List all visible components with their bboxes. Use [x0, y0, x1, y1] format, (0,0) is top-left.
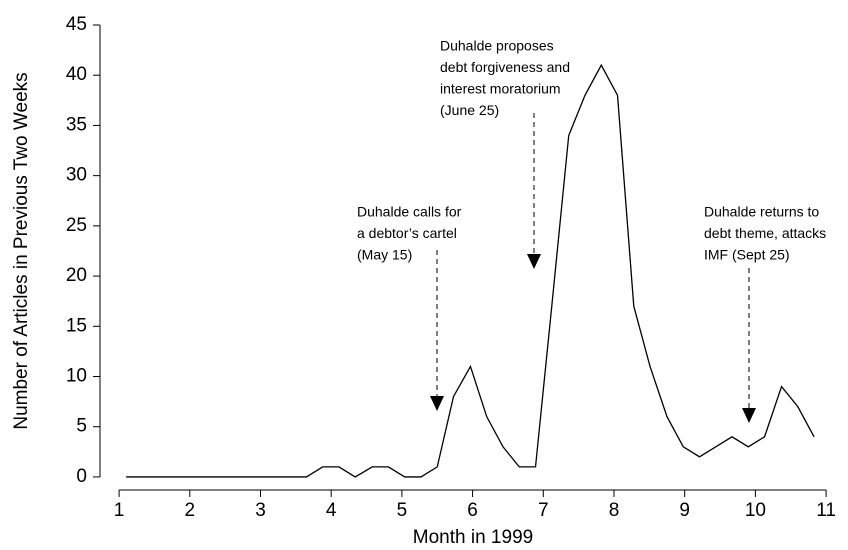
annotation: debt forgiveness and: [440, 59, 570, 75]
annotation: Duhalde returns to: [704, 204, 819, 220]
data-line: [126, 63, 815, 478]
y-tick-label: 40: [66, 64, 87, 85]
annotation: (June 25): [440, 102, 499, 118]
x-tick-label: 11: [816, 500, 836, 521]
y-tick-label: 25: [66, 215, 87, 236]
x-tick-label: 2: [184, 500, 195, 521]
y-tick-label: 5: [76, 416, 87, 437]
y-tick-label: 10: [66, 366, 87, 387]
x-tick-label: 4: [326, 500, 337, 521]
y-tick-label: 20: [66, 265, 87, 286]
arrow-head: [430, 396, 444, 411]
y-tick-label: 45: [66, 14, 87, 35]
x-tick-label: 1: [114, 500, 125, 521]
y-tick-label: 35: [66, 114, 87, 135]
x-tick-label: 6: [467, 500, 478, 521]
annotation: Duhalde proposes: [440, 38, 554, 54]
y-tick-label: 30: [66, 165, 87, 186]
arrow-head: [742, 408, 756, 423]
annotation: (May 15): [357, 247, 412, 263]
x-tick-label: 8: [609, 500, 620, 521]
x-tick-label: 7: [538, 500, 549, 521]
x-tick-label: 9: [679, 500, 690, 521]
annotation: Duhalde calls for: [357, 204, 462, 220]
x-tick-label: 5: [397, 500, 408, 521]
x-tick-label: 3: [255, 500, 266, 521]
arrow-head: [527, 254, 541, 269]
y-tick-label: 0: [76, 466, 87, 487]
annotation: interest moratorium: [440, 81, 561, 97]
y-axis-label: Number of Articles in Previous Two Weeks: [11, 72, 32, 429]
annotation: IMF (Sept 25): [704, 247, 790, 263]
annotation: debt theme, attacks: [704, 225, 826, 241]
x-tick-label: 10: [745, 500, 766, 521]
x-axis-label: Month in 1999: [413, 527, 533, 548]
annotation: a debtor’s cartel: [357, 225, 457, 241]
y-tick-label: 15: [66, 315, 87, 336]
